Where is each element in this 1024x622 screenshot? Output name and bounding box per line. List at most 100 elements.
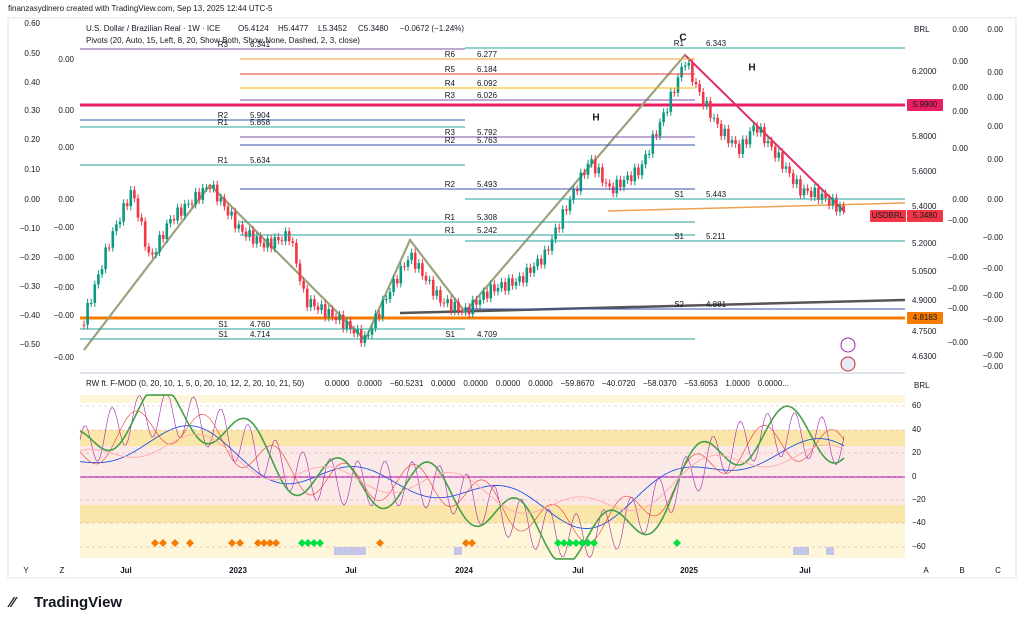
candle [313,299,316,307]
candle [93,284,97,303]
ohlc-value: L5.3452 [318,24,347,33]
side-axis-label: 0.30 [24,106,40,115]
candle [521,276,525,283]
candle [662,112,665,123]
candle [212,184,215,189]
band [80,505,905,523]
signal-square [350,547,358,555]
flag-icon[interactable] [840,356,856,372]
side-axis-label: 0.60 [24,19,40,28]
candle [295,243,298,264]
pattern-label: H [748,63,755,74]
signal-square [801,547,809,555]
candle [748,131,752,145]
signal-diamond [260,539,268,547]
candle [601,167,604,183]
indicator-value: −60.5231 [390,379,424,388]
candle [424,275,428,281]
candle [345,320,349,329]
candle [266,238,269,248]
pivot-value: 5.211 [706,232,726,241]
signal-diamond [316,539,324,547]
candle [320,304,323,311]
candle [770,140,773,147]
signal-square [358,547,366,555]
price-badge [870,210,906,222]
signal-diamond [186,539,194,547]
candle [392,278,395,292]
candle [539,258,543,265]
candle [302,281,305,289]
side-axis-label: −0.30 [20,282,41,291]
candle [730,140,734,144]
signal-diamond [584,539,592,547]
pattern-label: C [679,33,686,44]
indicator-value: 0.0000 [357,379,382,388]
side-axis-label: −0.00 [983,315,1004,324]
footer-logo: TradingView [34,594,122,611]
side-axis-label: 0.00 [987,195,1003,204]
side-axis-label: −0.00 [948,253,969,262]
corner-label[interactable]: A [923,566,929,575]
candle [799,179,802,196]
candle [471,299,475,315]
candle [277,237,280,241]
indicator-tick-label: 20 [912,448,921,457]
pivot-value: 6.277 [477,50,498,59]
side-axis-label: 0.00 [952,57,968,66]
pivot-value: 5.308 [477,213,498,222]
indicator-tick-label: 0 [912,472,917,481]
side-axis-label: 0.00 [952,195,968,204]
side-axis-label: 0.00 [987,68,1003,77]
candle [831,197,835,206]
pivot-value: 4.881 [706,300,727,309]
signal-diamond [554,539,562,547]
signal-square [342,547,350,555]
pivot-level: S1 [218,320,228,329]
side-axis-label: −0.00 [948,216,969,225]
pivot-value: 4.760 [250,320,271,329]
event-icon[interactable] [840,337,856,353]
candle [280,240,284,242]
candle [403,266,406,268]
corner-label[interactable]: B [959,566,964,575]
side-axis-label: −0.40 [20,311,41,320]
price-tick-label: 5.0500 [912,267,937,276]
price-badge-text: 4.8183 [913,313,938,322]
pivot-level: R2 [218,111,229,120]
corner-label[interactable]: Z [60,566,65,575]
band [80,523,905,558]
candle [165,223,169,240]
candle [251,230,255,244]
candle [543,249,547,265]
pivot-level: S1 [674,232,684,241]
ohlc-value: C5.3480 [358,24,389,33]
side-axis-label: −0.00 [948,284,969,293]
pivot-value: 5.493 [477,180,498,189]
indicator-tick-label: −20 [912,495,926,504]
candle [547,249,550,251]
candle [511,278,514,286]
candle [287,231,291,242]
price-badge-text: USDBRL [872,211,905,220]
corner-label[interactable]: Y [23,566,29,575]
candle [226,206,230,216]
price-tick-label: 5.8000 [912,132,937,141]
candle [255,236,259,244]
candle [842,205,845,211]
candle [615,179,619,194]
side-axis-label: 0.00 [58,106,74,115]
price-tick-label: 4.7500 [912,327,937,336]
pivot-value: 5.242 [477,226,498,235]
indicator-value: 1.0000 [725,379,750,388]
candle [723,128,727,137]
candle [298,263,302,282]
corner-label[interactable]: C [995,566,1001,575]
side-axis-label: −0.00 [948,338,969,347]
candle [608,183,611,187]
candle [349,320,352,330]
candle [230,211,233,216]
signal-diamond [272,539,280,547]
signal-diamond [572,539,580,547]
candle [118,221,122,225]
